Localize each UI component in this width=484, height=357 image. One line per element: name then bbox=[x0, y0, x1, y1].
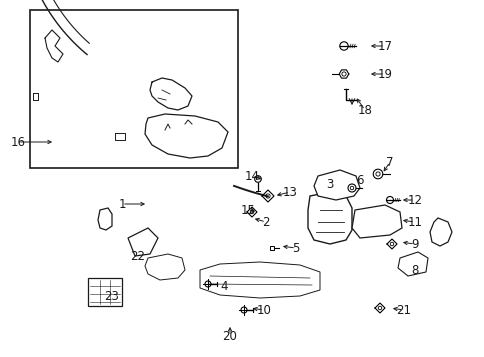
Text: 10: 10 bbox=[256, 303, 271, 317]
Polygon shape bbox=[145, 254, 184, 280]
Polygon shape bbox=[351, 205, 401, 238]
Polygon shape bbox=[98, 208, 112, 230]
Text: 12: 12 bbox=[407, 193, 422, 206]
Polygon shape bbox=[88, 278, 122, 306]
Polygon shape bbox=[145, 114, 227, 158]
Text: 7: 7 bbox=[385, 156, 393, 169]
Text: 13: 13 bbox=[282, 186, 297, 198]
Text: 11: 11 bbox=[407, 216, 422, 228]
Text: 18: 18 bbox=[357, 104, 372, 116]
Polygon shape bbox=[397, 252, 427, 276]
Polygon shape bbox=[199, 262, 319, 298]
Text: 16: 16 bbox=[11, 136, 26, 149]
Text: 2: 2 bbox=[262, 216, 269, 228]
Bar bbox=[30, 10, 238, 168]
Text: 14: 14 bbox=[244, 170, 259, 182]
Text: 6: 6 bbox=[356, 174, 363, 186]
Text: 5: 5 bbox=[292, 241, 299, 255]
Polygon shape bbox=[128, 228, 158, 256]
Text: 19: 19 bbox=[377, 67, 392, 80]
Text: 15: 15 bbox=[240, 203, 255, 216]
Text: 20: 20 bbox=[222, 330, 237, 342]
Polygon shape bbox=[429, 218, 451, 246]
Polygon shape bbox=[313, 170, 359, 200]
Text: 4: 4 bbox=[220, 280, 227, 292]
Polygon shape bbox=[307, 192, 351, 244]
Text: 3: 3 bbox=[326, 178, 333, 191]
Text: 23: 23 bbox=[105, 290, 119, 302]
Text: 17: 17 bbox=[377, 40, 392, 52]
Text: 9: 9 bbox=[410, 237, 418, 251]
Text: 21: 21 bbox=[396, 303, 410, 317]
Bar bbox=[270, 246, 273, 250]
Text: 1: 1 bbox=[118, 197, 125, 211]
Text: 22: 22 bbox=[130, 250, 145, 262]
Text: 8: 8 bbox=[410, 263, 418, 277]
